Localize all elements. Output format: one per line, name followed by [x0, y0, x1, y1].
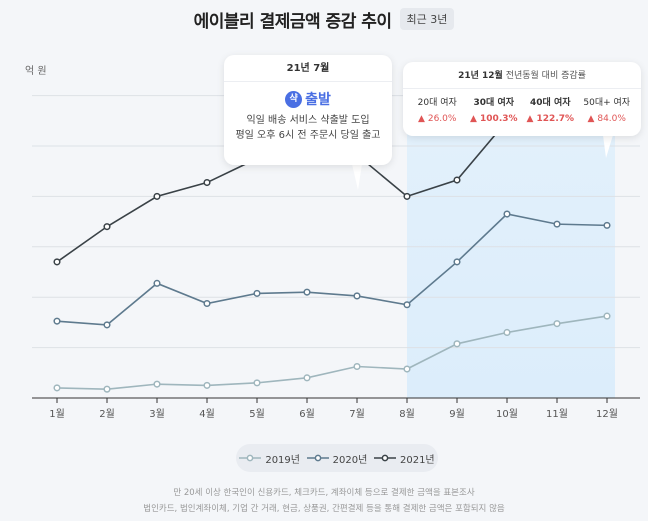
age-col-50s: 50대+ 여자 ▲ 84.0% — [580, 95, 634, 124]
annotation-december: 21년 12월 전년동월 대비 증감률 20대 여자 ▲ 26.0% 30대 여… — [403, 62, 641, 136]
data-point-2019년 — [503, 328, 511, 337]
x-tick-label: 5월 — [249, 408, 265, 420]
service-logo: 샥 출발 — [224, 89, 392, 109]
x-tick-label: 9월 — [449, 408, 465, 420]
data-point-2019년 — [53, 384, 61, 392]
x-tick-label: 7월 — [349, 408, 365, 420]
annotation-july-line-1: 익일 배송 서비스 샥출발 도입 — [246, 115, 370, 126]
data-point-2020년 — [403, 301, 411, 309]
age-value: ▲ 26.0% — [410, 114, 464, 124]
data-point-2019년 — [103, 385, 111, 393]
data-point-2019년 — [303, 374, 311, 382]
data-point-2021년 — [153, 192, 161, 200]
period-badge: 최근 3년 — [399, 8, 455, 30]
x-tick-label: 8월 — [399, 408, 415, 420]
data-point-2020년 — [603, 221, 611, 229]
up-triangle-icon: ▲ — [469, 114, 481, 124]
up-triangle-icon: ▲ — [418, 114, 428, 124]
footnote-2: 법인카드, 법인계좌이체, 기업 간 거래, 현금, 상품권, 간편결제 등을 … — [143, 504, 505, 514]
data-point-2021년 — [403, 192, 411, 200]
data-point-2020년 — [553, 220, 561, 228]
legend-item-2021[interactable]: 2021년 — [373, 451, 435, 466]
annotation-july: 21년 7월 샥 출발 익일 배송 서비스 샥출발 도입 평일 오후 6시 전 … — [224, 55, 392, 165]
data-point-2019년 — [253, 379, 261, 387]
data-point-2021년 — [53, 258, 61, 266]
data-point-2020년 — [153, 279, 161, 287]
title-row: 에이블리 결제금액 증감 추이 최근 3년 — [0, 6, 648, 32]
age-label: 50대+ 여자 — [583, 98, 631, 108]
age-value-text: 122.7% — [536, 114, 575, 124]
data-point-2019년 — [153, 380, 161, 388]
legend-label: 2019년 — [265, 454, 300, 466]
data-point-2020년 — [53, 317, 61, 325]
x-tick-label: 2월 — [99, 408, 115, 420]
legend-item-2020[interactable]: 2020년 — [306, 451, 368, 466]
annotation-december-title-bold: 21년 12월 — [458, 71, 503, 81]
data-point-2019년 — [203, 381, 211, 389]
x-tick-label: 11월 — [546, 408, 568, 420]
x-tick-label: 3월 — [149, 408, 165, 420]
chart-title: 에이블리 결제금액 증감 추이 — [193, 11, 392, 32]
highlight-band — [407, 88, 615, 398]
age-value-text: 84.0% — [597, 114, 626, 124]
legend-label: 2021년 — [399, 454, 435, 466]
service-logo-mark: 샥 — [285, 90, 303, 108]
data-point-2020년 — [253, 289, 261, 297]
data-point-2021년 — [453, 176, 461, 184]
annotation-july-line-2: 평일 오후 6시 전 주문시 당일 출고 — [235, 130, 381, 141]
age-col-40s: 40대 여자 ▲ 122.7% — [523, 95, 577, 124]
age-value: ▲ 100.3% — [467, 114, 521, 124]
data-point-2019년 — [353, 362, 361, 371]
annotation-july-pointer — [352, 164, 362, 190]
data-point-2020년 — [353, 292, 361, 300]
age-value: ▲ 122.7% — [523, 114, 577, 124]
legend-marker-2021 — [373, 454, 396, 462]
series-line-2020년 — [56, 213, 608, 326]
annotation-december-pointer — [603, 135, 613, 158]
up-triangle-icon: ▲ — [526, 114, 537, 124]
data-point-2020년 — [503, 210, 511, 218]
data-point-2019년 — [403, 365, 411, 373]
legend-item-2019[interactable]: 2019년 — [239, 451, 300, 466]
age-value-text: 100.3% — [480, 114, 518, 124]
age-label: 40대 여자 — [530, 98, 571, 108]
series-line-2019년 — [56, 315, 608, 390]
chart-legend: 2019년 2020년 2021년 — [236, 444, 438, 472]
age-value-text: 26.0% — [427, 114, 457, 124]
legend-marker-2019 — [239, 454, 262, 462]
data-point-2019년 — [603, 312, 611, 320]
data-point-2021년 — [203, 178, 211, 187]
up-triangle-icon: ▲ — [587, 114, 598, 124]
data-point-2020년 — [103, 321, 111, 329]
age-label: 20대 여자 — [417, 98, 457, 108]
age-value: ▲ 84.0% — [580, 114, 634, 124]
x-tick-label: 12월 — [596, 408, 618, 420]
x-tick-label: 4월 — [199, 408, 215, 420]
legend-marker-2020 — [306, 454, 329, 462]
age-growth-grid: 20대 여자 ▲ 26.0% 30대 여자 ▲ 100.3% 40대 여자 ▲ … — [403, 89, 641, 124]
x-tick-label: 6월 — [299, 408, 315, 420]
age-col-20s: 20대 여자 ▲ 26.0% — [410, 95, 464, 124]
age-col-30s: 30대 여자 ▲ 100.3% — [467, 95, 521, 124]
annotation-july-title: 21년 7월 — [224, 55, 392, 82]
footnote-1: 만 20세 이상 한국인이 신용카드, 체크카드, 계좌이체 등으로 결제한 금… — [173, 488, 475, 498]
data-point-2020년 — [303, 288, 311, 296]
age-label: 30대 여자 — [473, 98, 515, 108]
y-axis-label: 억 원 — [25, 65, 47, 77]
annotation-december-title-rest: 전년동월 대비 증감률 — [505, 71, 586, 81]
legend-label: 2020년 — [332, 454, 368, 466]
data-point-2019년 — [553, 320, 561, 328]
data-point-2020년 — [453, 258, 461, 266]
data-point-2020년 — [203, 299, 211, 308]
x-tick-label: 10월 — [496, 408, 518, 420]
data-point-2021년 — [103, 223, 111, 231]
x-tick-label: 1월 — [49, 408, 65, 420]
data-point-2019년 — [453, 340, 461, 348]
annotation-december-title: 21년 12월 전년동월 대비 증감률 — [403, 62, 641, 89]
service-logo-text: 출발 — [305, 92, 331, 108]
